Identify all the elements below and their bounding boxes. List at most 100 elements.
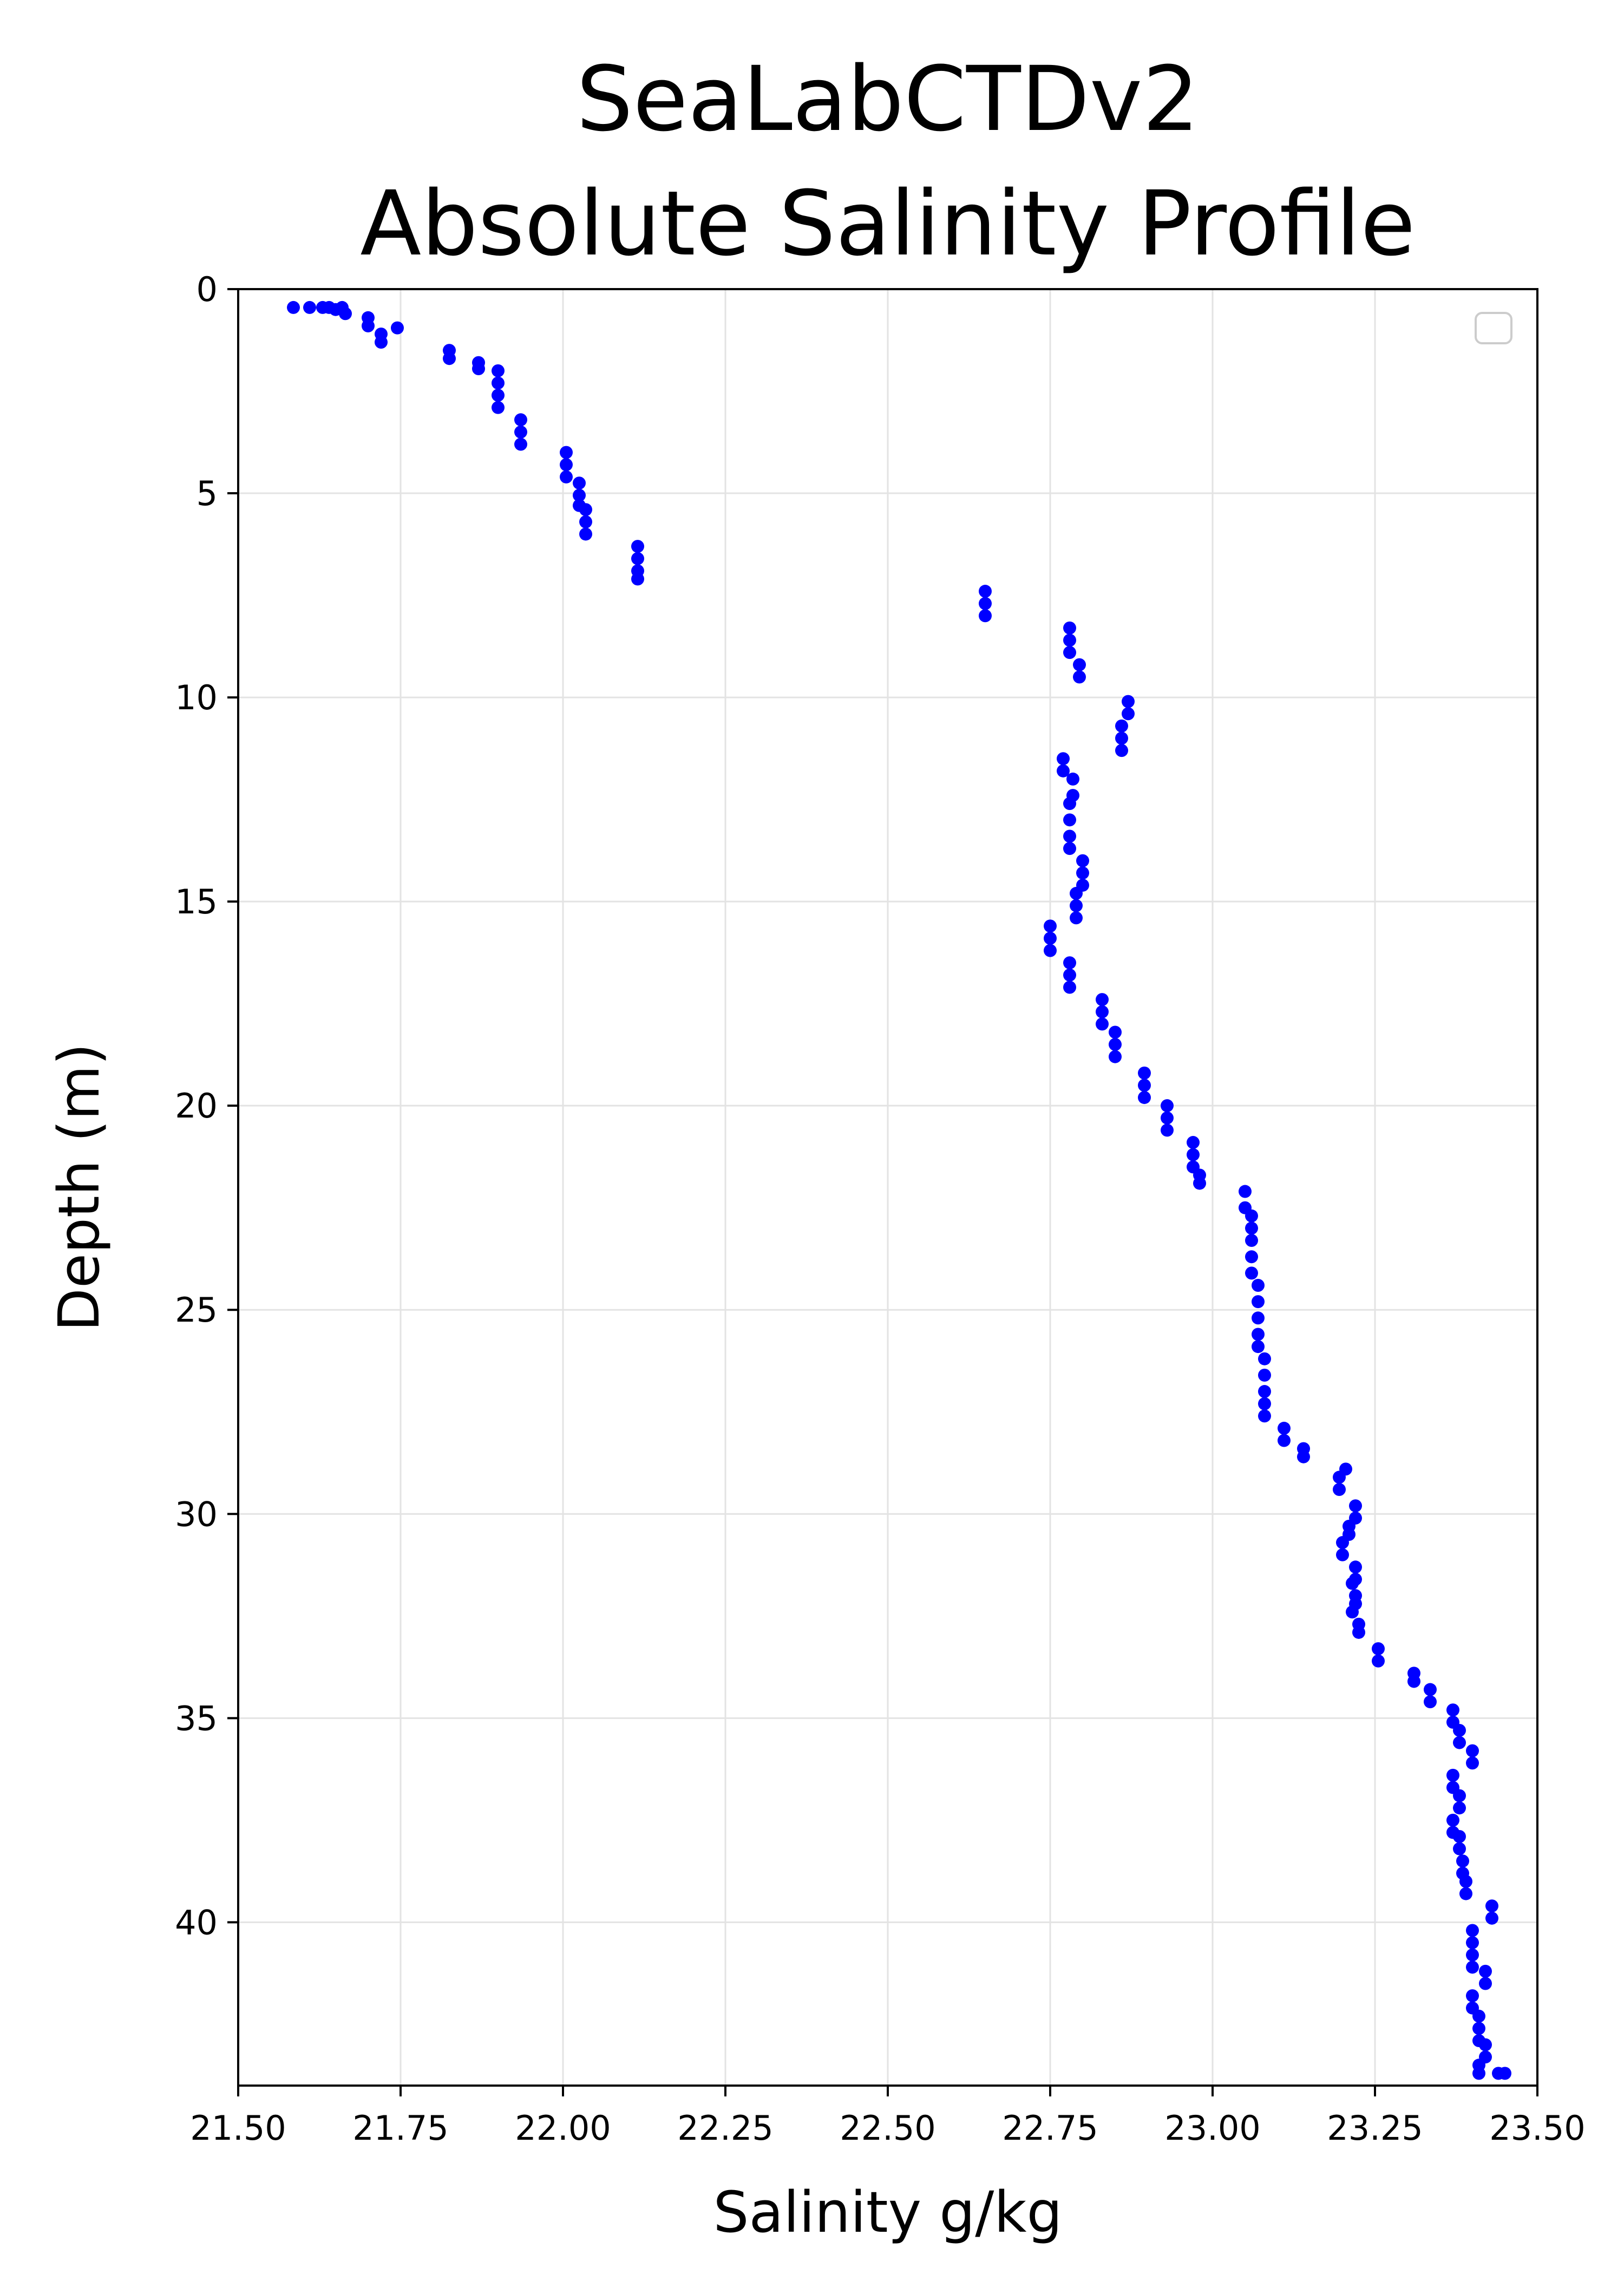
data-point (1122, 695, 1135, 708)
data-point (1063, 621, 1076, 635)
data-point (1115, 731, 1128, 745)
y-tick-label: 25 (175, 1290, 218, 1330)
data-point (1063, 956, 1076, 970)
chart-title-line-1: SeaLabCTDv2 (577, 47, 1200, 151)
data-point (1466, 1936, 1479, 1950)
grid (238, 289, 1537, 2086)
x-tick-label: 22.50 (840, 2108, 936, 2148)
data-point (1349, 1560, 1362, 1574)
data-point (1245, 1209, 1258, 1223)
data-point (579, 515, 592, 528)
data-point (1278, 1434, 1291, 1447)
data-point (560, 470, 573, 483)
data-point (1456, 1854, 1469, 1868)
data-point (1070, 911, 1083, 925)
x-tick-label: 23.00 (1164, 2108, 1261, 2148)
data-point (1161, 1099, 1174, 1113)
data-point (1245, 1250, 1258, 1264)
y-tick-label: 20 (175, 1086, 218, 1126)
x-tick-label: 23.50 (1489, 2108, 1586, 2148)
data-point (1453, 1801, 1466, 1815)
data-point (1073, 658, 1086, 671)
y-tick-label: 15 (175, 882, 218, 922)
data-point (1498, 2067, 1511, 2080)
y-tick-label: 0 (197, 270, 218, 309)
data-point (1479, 1977, 1492, 1990)
data-point (1073, 670, 1086, 684)
data-point (1466, 1924, 1479, 1937)
data-point (1466, 1961, 1479, 1974)
data-point (1252, 1311, 1265, 1325)
data-point (514, 425, 527, 439)
data-point (1479, 1964, 1492, 1978)
data-point (1193, 1177, 1206, 1190)
data-point (1453, 1723, 1466, 1737)
data-point (1252, 1295, 1265, 1309)
data-point (1161, 1123, 1174, 1137)
data-point (579, 503, 592, 517)
data-point (1278, 1421, 1291, 1435)
data-point (1466, 1744, 1479, 1757)
data-point (1258, 1397, 1271, 1410)
data-point (1187, 1148, 1200, 1161)
data-point (1453, 1789, 1466, 1802)
data-point (1352, 1625, 1365, 1639)
data-point (303, 300, 316, 314)
data-point (1138, 1066, 1151, 1080)
data-point (1349, 1499, 1362, 1513)
data-point (1066, 772, 1079, 786)
data-point (1057, 764, 1070, 777)
data-point (631, 540, 644, 553)
y-tick-label: 35 (175, 1698, 218, 1738)
data-point (514, 413, 527, 427)
data-point (1187, 1136, 1200, 1149)
data-point (1453, 1830, 1466, 1844)
data-point (573, 488, 586, 502)
data-point (979, 609, 992, 623)
data-point (375, 336, 388, 349)
data-point (979, 597, 992, 610)
data-point (1070, 887, 1083, 900)
y-axis-ticks: 0 5 10 15 20 25 30 35 40 (175, 270, 238, 1942)
data-point (1336, 1536, 1349, 1550)
data-point (1466, 1948, 1479, 1962)
data-point (1063, 646, 1076, 659)
legend-box (1475, 312, 1512, 344)
data-point (1044, 919, 1057, 933)
data-point (1096, 1017, 1109, 1031)
data-point (560, 458, 573, 472)
data-point (1252, 1328, 1265, 1341)
data-point (1115, 719, 1128, 733)
data-point (1076, 866, 1089, 880)
data-point (1096, 993, 1109, 1007)
data-point (1446, 1813, 1459, 1827)
data-point (1122, 707, 1135, 721)
data-point (1252, 1278, 1265, 1292)
data-point (1333, 1471, 1346, 1484)
data-point (1472, 2009, 1485, 2023)
data-point (1109, 1038, 1122, 1051)
data-point (1161, 1111, 1174, 1125)
data-point (1258, 1409, 1271, 1423)
data-points (287, 300, 1511, 2080)
data-point (979, 585, 992, 598)
y-tick-label: 30 (175, 1494, 218, 1534)
data-point (1459, 1874, 1472, 1888)
data-point (631, 552, 644, 565)
data-point (631, 572, 644, 586)
data-point (1258, 1368, 1271, 1382)
data-point (391, 321, 404, 335)
y-tick-label: 40 (175, 1903, 218, 1942)
y-tick-label: 10 (175, 678, 218, 717)
data-point (1252, 1340, 1265, 1354)
data-point (492, 401, 505, 414)
data-point (492, 364, 505, 377)
data-point (1453, 1736, 1466, 1749)
x-tick-label: 23.25 (1327, 2108, 1423, 2148)
data-point (1138, 1091, 1151, 1105)
x-tick-label: 22.00 (515, 2108, 611, 2148)
data-point (1245, 1234, 1258, 1247)
data-point (1297, 1450, 1310, 1463)
